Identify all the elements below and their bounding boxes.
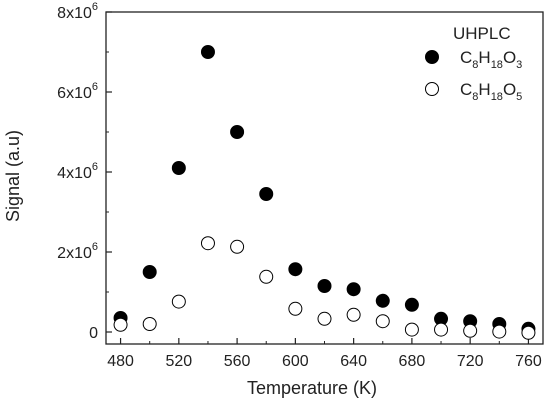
x-tick-label: 720 (457, 353, 484, 370)
open-point (404, 322, 419, 337)
y-tick-label: 0 (89, 325, 98, 342)
legend-marker (425, 50, 439, 64)
filled-point (259, 187, 274, 201)
legend-label: C8H18O5 (460, 80, 522, 103)
x-tick-label: 600 (282, 353, 309, 370)
open-point (521, 325, 536, 340)
x-axis-label: Temperature (K) (247, 378, 377, 398)
open-point (434, 322, 449, 337)
open-point (317, 311, 332, 326)
open-point (492, 324, 507, 339)
filled-point (171, 161, 186, 175)
y-tick-label: 4x106 (57, 161, 98, 182)
y-axis-label: Signal (a.u) (3, 130, 23, 222)
filled-point (288, 262, 303, 277)
open-point (463, 323, 478, 338)
x-tick-label: 520 (165, 353, 192, 370)
x-tick-label: 640 (340, 353, 367, 370)
filled-point (230, 125, 245, 139)
open-point (259, 269, 274, 284)
open-point (375, 314, 390, 329)
filled-point (317, 279, 332, 293)
x-tick-label: 680 (399, 353, 426, 370)
legend-marker (425, 82, 439, 96)
filled-point (375, 293, 390, 308)
y-tick-label: 6x106 (57, 81, 98, 102)
filled-point (404, 297, 419, 312)
x-tick-label: 560 (224, 353, 251, 370)
legend-title: UHPLC (453, 24, 511, 43)
open-point (171, 294, 186, 309)
legend-label: C8H18O3 (460, 48, 522, 71)
filled-point (200, 45, 215, 59)
x-tick-label: 480 (107, 353, 134, 370)
legend: UHPLC C8H18O3 C8H18O5 (425, 24, 522, 103)
data-points (113, 45, 536, 340)
y-tick-label: 2x106 (57, 241, 98, 262)
open-point (230, 239, 245, 254)
filled-point (346, 282, 361, 297)
filled-point (142, 265, 157, 279)
x-axis: 480 520 560 600 640 680 720 760 (107, 338, 542, 370)
y-axis: 0 2x106 4x106 6x106 8x106 (57, 1, 112, 342)
open-point (200, 236, 215, 251)
open-point (288, 301, 303, 316)
open-point (346, 307, 361, 322)
open-point (142, 317, 157, 331)
y-tick-label: 8x106 (57, 1, 98, 22)
x-tick-label: 760 (515, 353, 542, 370)
open-point (113, 317, 128, 332)
